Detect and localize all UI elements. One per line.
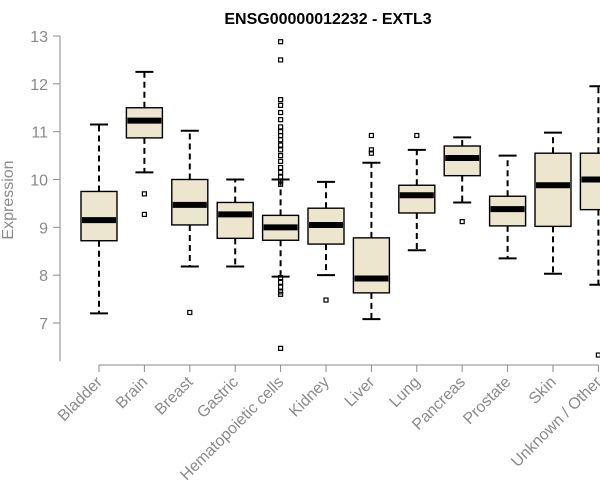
iqr-box xyxy=(398,184,436,214)
outlier-point xyxy=(323,297,329,303)
outlier-point xyxy=(278,274,284,281)
outlier-point xyxy=(595,352,600,358)
outlier-point xyxy=(278,109,284,116)
x-tick-label: Brain xyxy=(113,374,151,412)
box-pancreas xyxy=(443,136,481,225)
outlier-point xyxy=(414,132,420,139)
x-tick-label: Liver xyxy=(342,373,379,410)
y-axis: 7 8 9 10 11 12 13 xyxy=(30,29,61,362)
outlier-point xyxy=(141,211,147,218)
outlier-point xyxy=(278,57,284,63)
outlier-point xyxy=(278,142,284,148)
outlier-point xyxy=(278,97,284,103)
outlier-point xyxy=(368,150,374,156)
outlier-point xyxy=(278,124,284,130)
outlier-point xyxy=(187,309,193,316)
outlier-point xyxy=(278,345,284,351)
x-tick-label: Lung xyxy=(386,374,423,411)
box-kidney xyxy=(307,180,345,303)
x-tick-label: Kidney xyxy=(286,374,333,421)
chart-title: ENSG00000012232 - EXTL3 xyxy=(224,11,431,28)
y-tick-label: 7 xyxy=(39,316,48,333)
y-tick-label: 8 xyxy=(39,268,48,285)
y-tick-label: 11 xyxy=(31,125,48,142)
box-breast xyxy=(171,129,209,316)
box-brain xyxy=(125,70,164,218)
outlier-point xyxy=(368,147,374,153)
box-bladder xyxy=(80,123,118,315)
outlier-point xyxy=(278,291,284,297)
outlier-point xyxy=(278,169,284,175)
outlier-point xyxy=(278,147,284,153)
box-gastric xyxy=(216,178,254,268)
iqr-box xyxy=(216,201,254,240)
outlier-point xyxy=(278,279,284,285)
outlier-point xyxy=(278,152,284,159)
y-tick-label: 12 xyxy=(30,77,48,94)
y-tick-label: 10 xyxy=(30,173,48,190)
box-lung xyxy=(398,132,436,252)
box-unknown-other xyxy=(579,85,600,358)
box-skin xyxy=(534,131,572,275)
x-tick-label: Prostate xyxy=(460,374,514,428)
box-liver xyxy=(352,132,391,321)
outlier-point xyxy=(459,218,465,225)
outlier-point xyxy=(278,137,284,143)
x-tick-label: Breast xyxy=(152,373,197,418)
outlier-point xyxy=(278,39,284,45)
outlier-point xyxy=(278,164,284,171)
outlier-point xyxy=(141,191,147,197)
x-tick-label: Bladder xyxy=(55,373,106,424)
outlier-point xyxy=(278,284,284,290)
box-prostate xyxy=(488,154,527,260)
x-tick-label: Skin xyxy=(526,374,560,408)
iqr-box xyxy=(80,190,118,242)
y-axis-title: Expression xyxy=(0,160,17,239)
plot-area xyxy=(80,39,600,358)
outlier-point xyxy=(278,117,284,123)
box-hematopoietic-cells xyxy=(261,39,300,351)
outlier-point xyxy=(278,178,284,184)
outlier-point xyxy=(278,181,284,187)
outlier-point xyxy=(368,132,374,139)
iqr-box xyxy=(534,152,572,228)
outlier-point xyxy=(278,158,284,164)
outlier-point xyxy=(278,102,284,108)
y-tick-label: 9 xyxy=(39,220,48,237)
y-tick-label: 13 xyxy=(30,29,48,46)
iqr-box xyxy=(352,237,391,294)
